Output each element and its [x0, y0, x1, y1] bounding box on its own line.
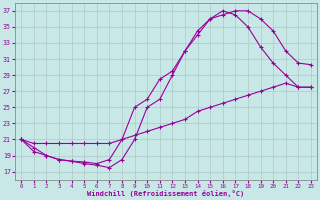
- X-axis label: Windchill (Refroidissement éolien,°C): Windchill (Refroidissement éolien,°C): [87, 190, 245, 197]
